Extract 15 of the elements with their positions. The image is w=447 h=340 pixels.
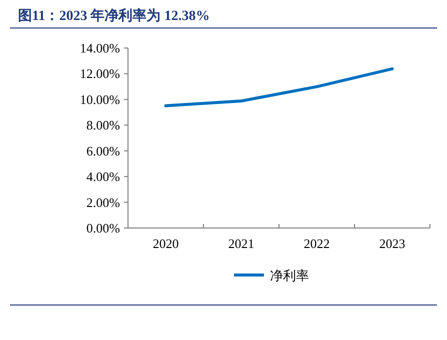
x-tick-label: 2020 xyxy=(152,236,179,251)
y-tick-label: 14.00% xyxy=(80,40,120,56)
y-tick-label: 12.00% xyxy=(80,66,120,82)
y-tick-label: 4.00% xyxy=(86,169,120,184)
y-tick-label: 8.00% xyxy=(86,118,120,133)
x-tick-label: 2021 xyxy=(228,236,254,251)
y-tick-label: 2.00% xyxy=(86,194,120,210)
y-tick-label: 10.00% xyxy=(80,92,120,107)
chart-title: 图11：2023 年净利率为 12.38% xyxy=(18,7,210,24)
line-series xyxy=(164,67,394,108)
y-tick-label: 6.00% xyxy=(86,143,120,158)
y-tick-label: 0.00% xyxy=(86,220,120,236)
x-tick-label: 2023 xyxy=(379,236,406,251)
legend-label: 净利率 xyxy=(270,268,309,283)
x-tick-label: 2022 xyxy=(304,236,330,251)
